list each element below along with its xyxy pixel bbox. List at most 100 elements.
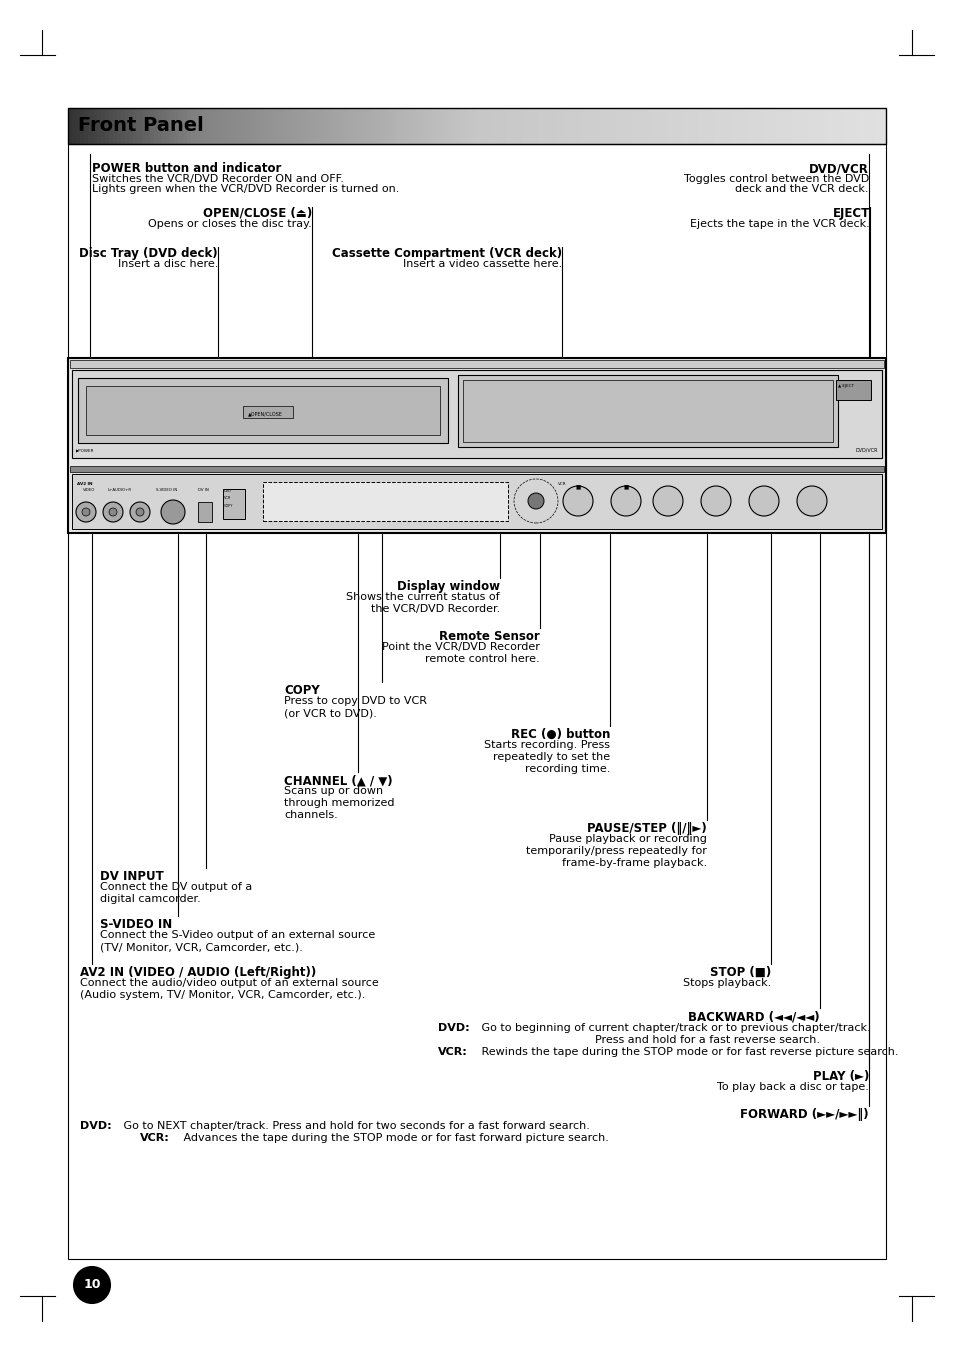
Bar [273,108,276,145]
Bar [407,108,412,145]
Bar [562,108,567,145]
Bar [105,108,110,145]
Bar [141,108,146,145]
Text: VCR:: VCR: [140,1133,170,1143]
Text: Toggles control between the DVD: Toggles control between the DVD [683,174,868,184]
Bar [457,376,837,447]
Bar [198,108,203,145]
Bar [248,108,253,145]
Bar [881,108,885,145]
Bar [800,108,804,145]
Text: To play back a disc or tape.: To play back a disc or tape. [717,1082,868,1092]
Text: through memorized: through memorized [284,798,395,808]
Text: Opens or closes the disc tray.: Opens or closes the disc tray. [148,219,312,230]
Bar [726,108,730,145]
Text: DVD:: DVD: [437,1023,469,1034]
Bar [314,108,317,145]
Bar [537,108,542,145]
Bar [191,108,195,145]
Bar [276,108,281,145]
Text: ▲OPEN/CLOSE: ▲OPEN/CLOSE [248,411,283,416]
Bar [432,108,436,145]
Bar [89,108,93,145]
Bar [738,108,742,145]
Circle shape [700,486,730,516]
Text: channels.: channels. [284,811,337,820]
Bar [607,108,612,145]
Bar [869,108,873,145]
Text: AV2 IN: AV2 IN [77,482,92,486]
Bar [530,108,535,145]
Bar [571,108,575,145]
Bar [350,108,355,145]
Bar [680,108,685,145]
Text: DV IN: DV IN [198,488,209,492]
Bar [411,108,416,145]
Circle shape [748,486,779,516]
Bar [714,108,718,145]
Bar [718,108,722,145]
Text: EJECT: EJECT [832,207,869,220]
Bar [550,108,555,145]
Bar [153,108,158,145]
Bar [836,108,841,145]
Bar [146,108,151,145]
Bar [187,108,191,145]
Text: (TV/ Monitor, VCR, Camcorder, etc.).: (TV/ Monitor, VCR, Camcorder, etc.). [100,942,302,952]
Text: DVD:: DVD: [80,1121,112,1131]
Bar [70,466,883,471]
Text: (or VCR to DVD).: (or VCR to DVD). [284,708,376,717]
Bar [698,108,701,145]
Bar [852,108,857,145]
Bar [591,108,596,145]
Circle shape [76,503,96,521]
Text: ▶POWER: ▶POWER [76,449,94,453]
Bar [235,108,240,145]
Bar [779,108,783,145]
Bar [170,108,174,145]
Bar [264,108,269,145]
Bar [566,108,571,145]
Bar [771,108,775,145]
Bar [423,108,428,145]
Bar [534,108,538,145]
Bar [546,108,551,145]
Bar [452,108,456,145]
Text: ■: ■ [575,484,580,489]
Circle shape [161,500,185,524]
Bar [96,108,101,145]
Bar [198,503,212,521]
Text: Remote Sensor: Remote Sensor [438,630,539,643]
Circle shape [136,508,144,516]
Text: DVD/VCR: DVD/VCR [808,162,868,176]
Text: VCR: VCR [558,482,566,486]
Bar [812,108,816,145]
Circle shape [82,508,90,516]
Bar [342,108,346,145]
Text: VCR: VCR [224,496,232,500]
Bar [803,108,808,145]
Bar [78,378,448,443]
Bar [456,108,460,145]
Bar [709,108,714,145]
Bar [428,108,432,145]
Bar [162,108,167,145]
Bar [354,108,358,145]
Bar [207,108,212,145]
Circle shape [130,503,150,521]
Bar [734,108,739,145]
Bar [762,108,767,145]
Text: Rewinds the tape during the STOP mode or for fast reverse picture search.: Rewinds the tape during the STOP mode or… [477,1047,898,1056]
Bar [243,407,293,417]
Text: Connect the S-Video output of an external source: Connect the S-Video output of an externa… [100,929,375,940]
Bar [121,108,126,145]
Text: Press to copy DVD to VCR: Press to copy DVD to VCR [284,696,427,707]
Bar [391,108,395,145]
Text: frame-by-frame playback.: frame-by-frame playback. [561,858,706,867]
Bar [611,108,616,145]
Bar [448,108,453,145]
Bar [227,108,232,145]
Text: REC (●) button: REC (●) button [510,728,609,740]
Bar [558,108,563,145]
Text: ▲ EJECT: ▲ EJECT [837,384,853,388]
